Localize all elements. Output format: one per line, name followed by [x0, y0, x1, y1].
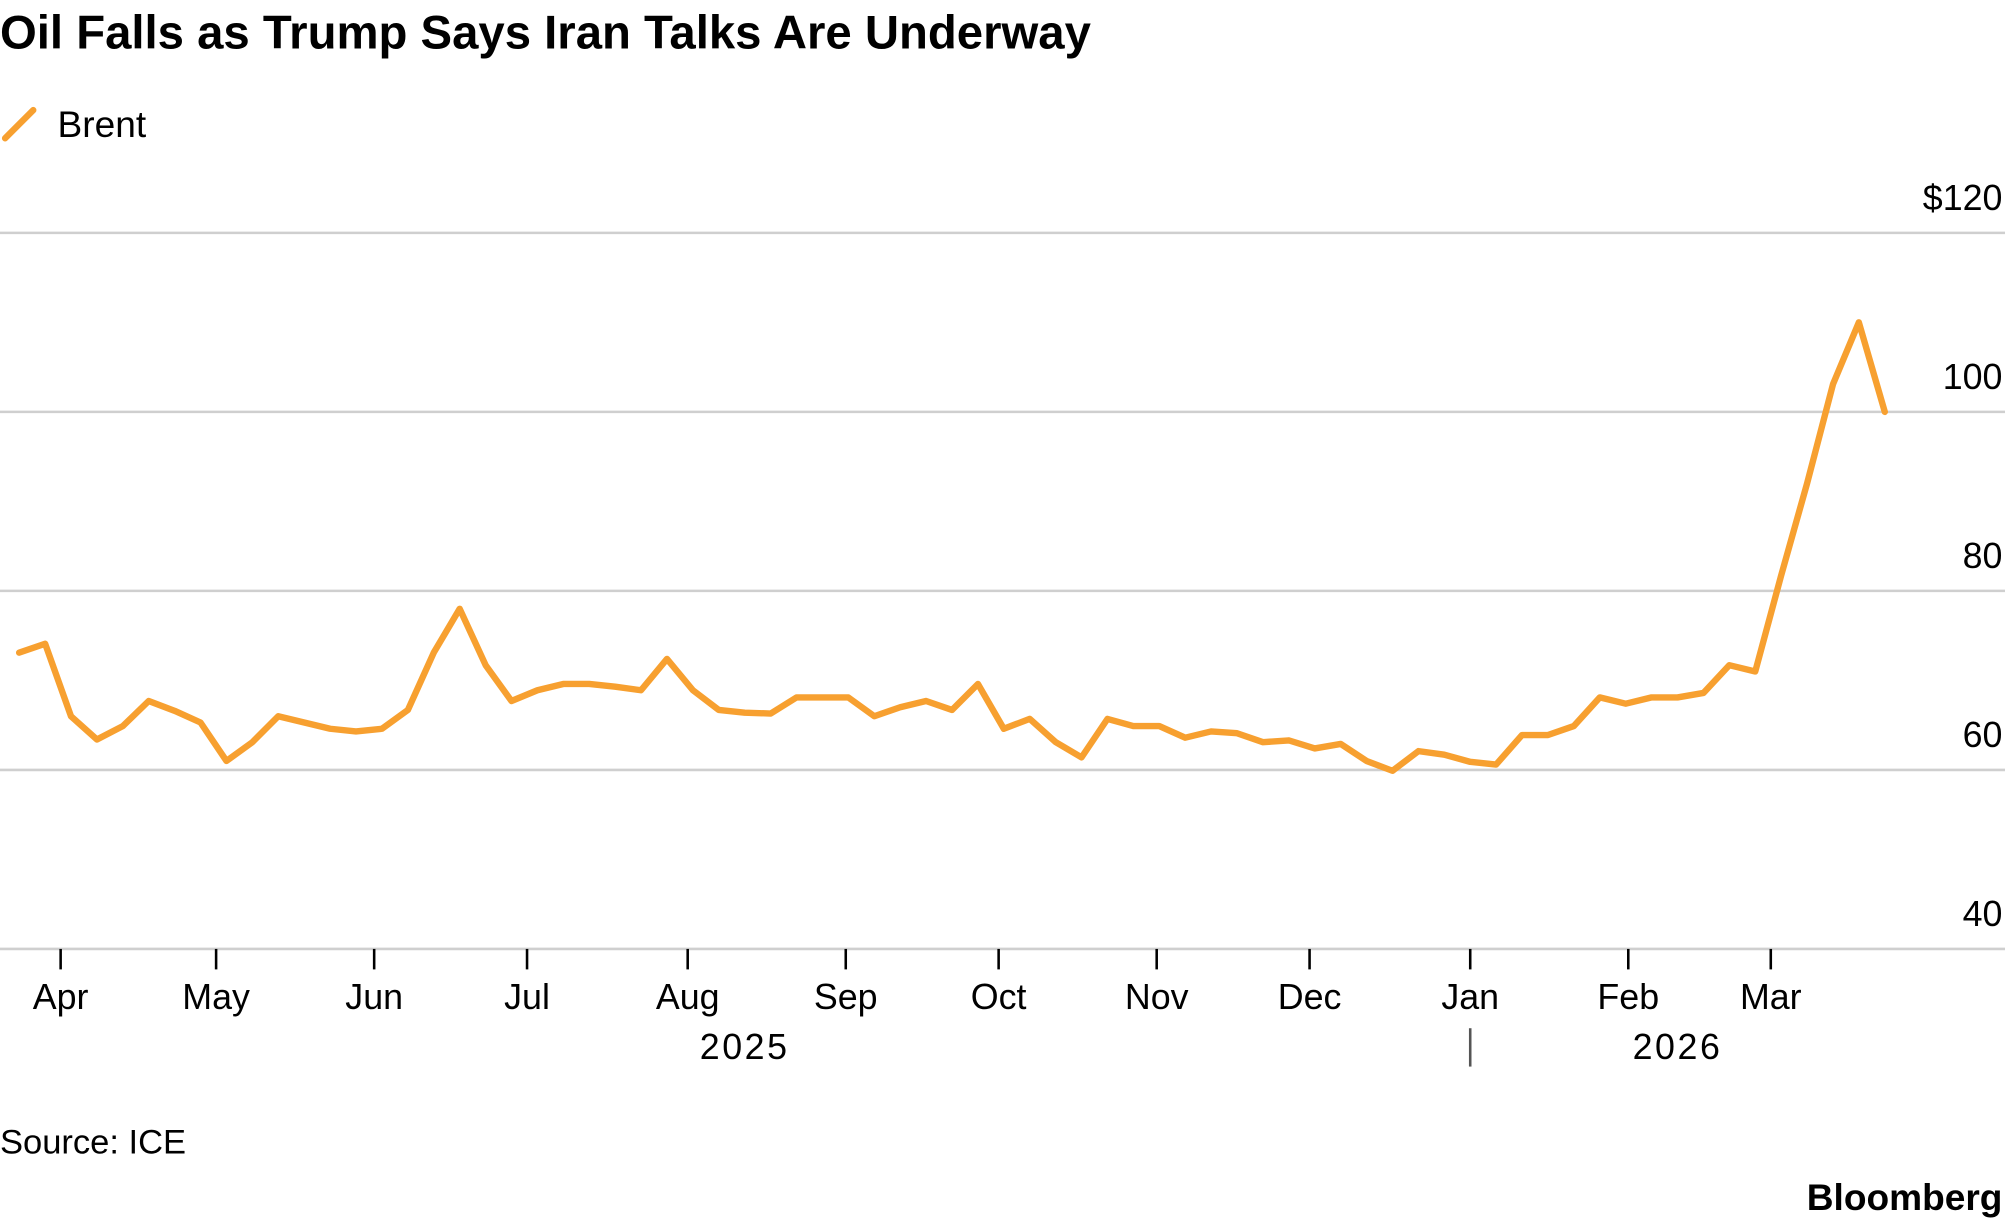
y-tick-label: 60	[1963, 715, 2003, 755]
x-tick-label: Mar	[1740, 977, 1802, 1017]
year-label: 2026	[1633, 1027, 1723, 1067]
y-tick-label: 100	[1943, 357, 2003, 397]
legend-swatch	[1, 106, 37, 142]
x-tick-label: Feb	[1597, 977, 1659, 1017]
legend-label: Brent	[58, 103, 147, 145]
x-tick-label: Jul	[504, 977, 550, 1017]
x-tick-label: Aug	[656, 977, 720, 1017]
x-tick-label: Jan	[1441, 977, 1499, 1017]
line-series	[15, 319, 1888, 775]
source: Source: ICE	[0, 1124, 186, 1162]
x-tick-label: Dec	[1278, 977, 1342, 1017]
x-tick-label: Jun	[345, 977, 403, 1017]
x-tick-label: Nov	[1125, 977, 1189, 1017]
chart-title: Oil Falls as Trump Says Iran Talks Are U…	[0, 7, 1092, 60]
y-tick-label: 40	[1963, 894, 2003, 934]
x-tick-label: Oct	[971, 977, 1027, 1017]
brand: Bloomberg	[1807, 1176, 2003, 1218]
x-tick-label: May	[182, 977, 250, 1017]
y-tick-label: 80	[1963, 536, 2003, 576]
x-tick-label: Apr	[33, 977, 89, 1017]
x-tick-label: Sep	[814, 977, 878, 1017]
y-tick-label: $120	[1923, 178, 2003, 218]
year-label: 2025	[700, 1027, 790, 1067]
